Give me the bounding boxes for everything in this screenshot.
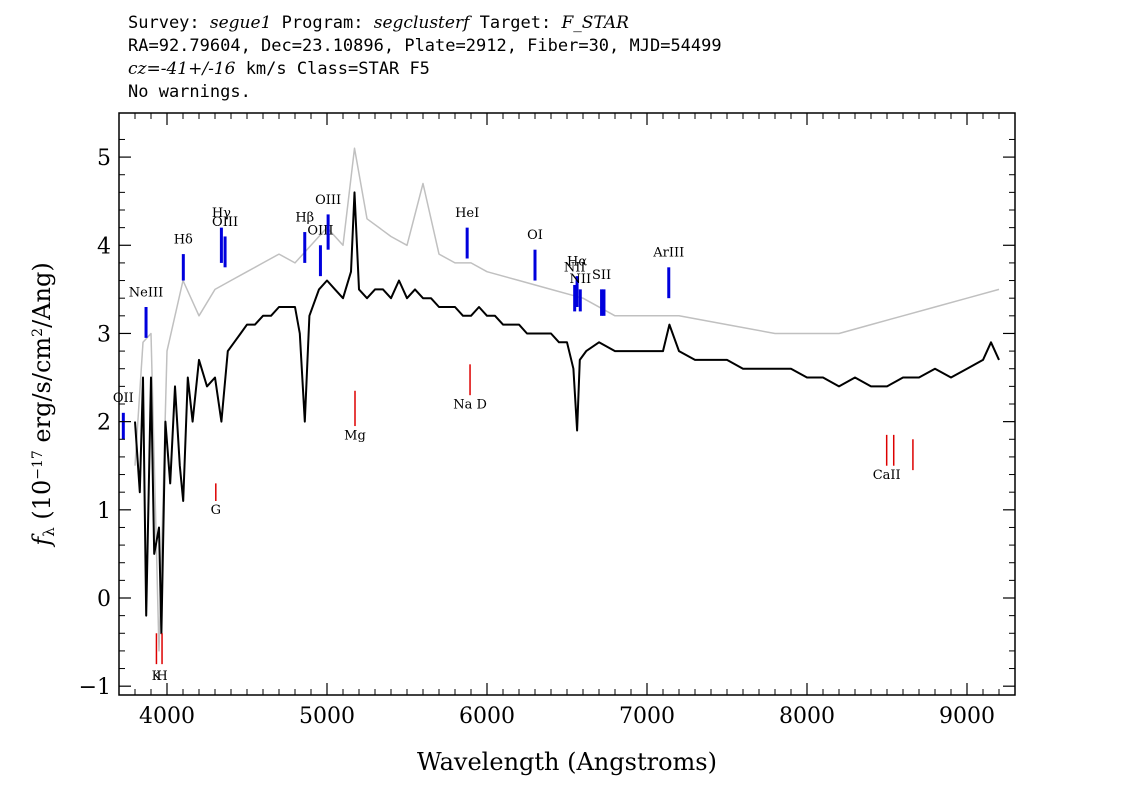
survey-label: Survey:: [128, 13, 210, 33]
emission-line-label: OII: [113, 391, 134, 406]
emission-line-label: NII: [564, 261, 586, 276]
emission-line-label: Hα: [567, 255, 587, 270]
survey-value: segue1: [209, 13, 272, 33]
program-label: Program:: [271, 13, 374, 33]
series-flux-line: [134, 191, 1000, 635]
y-tick-label: 4: [97, 234, 111, 259]
emission-line-label: NII: [569, 272, 591, 287]
emission-line-label: SII: [592, 268, 611, 283]
x-tick-label: 8000: [779, 704, 835, 729]
emission-line-label: HeI: [455, 206, 479, 221]
y-axis-label-part: /Ang): [28, 262, 56, 328]
emission-line-label: OI: [527, 228, 543, 243]
y-tick-label: 5: [97, 146, 111, 171]
x-axis-label: Wavelength (Angstroms): [417, 748, 717, 776]
emission-line-label: Hγ: [212, 206, 231, 221]
emission-line-label: NeIII: [129, 285, 163, 300]
absorption-line-label: Mg: [344, 428, 366, 443]
y-tick-label: 3: [97, 322, 111, 347]
emission-line-label: Hδ: [174, 233, 193, 248]
spectrum-header: Survey: segue1 Program: segclusterf Targ…: [128, 12, 722, 104]
y-axis-label-part: (10: [28, 480, 56, 528]
absorption-line-label: G: [211, 503, 221, 518]
header-line-redshift: cz=-41+/-16 km/s Class=STAR F5: [128, 58, 722, 81]
absorption-line-label: H: [156, 669, 167, 684]
header-line-coordinates: RA=92.79604, Dec=23.10896, Plate=2912, F…: [128, 36, 722, 56]
absorption-line-label: K: [152, 669, 162, 684]
emission-line-label: Hβ: [295, 210, 314, 225]
target-value: F_STAR: [561, 13, 629, 33]
y-tick-label: 1: [97, 499, 111, 524]
y-axis-label-part: λ: [40, 527, 58, 537]
header-line-survey: Survey: segue1 Program: segclusterf Targ…: [128, 12, 722, 35]
y-axis-label-part: 2: [30, 328, 46, 337]
target-label: Target:: [469, 13, 562, 33]
x-tick-label: 6000: [459, 704, 515, 729]
x-tick-label: 9000: [939, 704, 995, 729]
header-line-warnings: No warnings.: [128, 82, 251, 102]
absorption-line-label: CaII: [873, 468, 901, 483]
emission-line-label: OIII: [315, 193, 341, 208]
absorption-line-label: Na D: [453, 397, 487, 412]
plot-frame: [118, 112, 1016, 696]
x-tick-label: 5000: [299, 704, 355, 729]
cz-value: cz=-41+/-16: [128, 59, 236, 79]
y-tick-label: 2: [97, 411, 111, 436]
x-tick-label: 7000: [619, 704, 675, 729]
series-error-line: [134, 147, 1000, 652]
y-tick-label: −1: [79, 675, 111, 700]
y-axis-label-part: −17: [30, 450, 46, 480]
y-axis-label: fλ (10−17 erg/s/cm2/Ang): [28, 262, 58, 547]
program-value: segclusterf: [373, 13, 470, 33]
emission-line-label: OIII: [212, 215, 238, 230]
x-tick-label: 4000: [139, 704, 195, 729]
y-axis-label-part: erg/s/cm: [28, 337, 56, 451]
class-value: km/s Class=STAR F5: [235, 59, 430, 79]
emission-line-label: ArIII: [652, 246, 684, 261]
y-tick-label: 0: [97, 587, 111, 612]
